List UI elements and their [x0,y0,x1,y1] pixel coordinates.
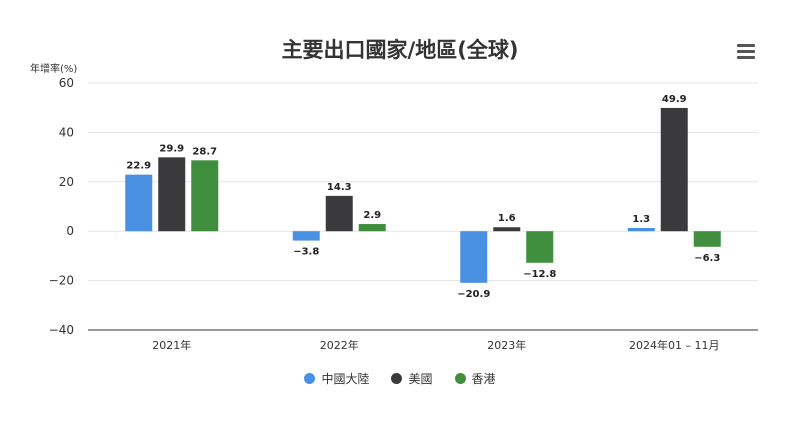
legend-label-usa: 美國 [408,372,433,386]
data-label: 1.6 [498,213,516,224]
bar [358,224,386,232]
data-label: −20.9 [457,289,490,300]
legend-label-china: 中國大陸 [321,372,370,386]
data-label: −12.8 [523,269,556,280]
x-tick-label: 2024年01 – 11月 [629,338,719,352]
data-label: 49.9 [662,94,687,105]
data-label: 22.9 [126,161,151,172]
x-tick-label: 2021年 [152,338,191,352]
y-tick-label: −40 [49,323,74,337]
y-tick-label: 20 [59,175,74,189]
data-label: 1.3 [632,214,650,225]
bar [660,107,688,232]
data-label: −6.3 [694,253,720,264]
y-tick-label: 40 [59,125,74,139]
data-label: 14.3 [327,182,352,193]
y-tick-label: −20 [49,274,74,288]
x-tick-label: 2022年 [320,338,359,352]
data-label: −3.8 [293,247,319,258]
bar [627,227,655,232]
chart-title: 主要出口國家/地區(全球) [281,38,519,62]
data-label: 2.9 [363,210,381,221]
data-label: 28.7 [192,146,217,157]
bar [292,231,320,241]
y-tick-label: 0 [66,224,74,238]
x-tick-label: 2023年 [487,338,526,352]
bar [493,227,521,232]
bar [526,231,554,263]
bar [191,160,219,232]
legend-swatch-china [304,373,316,384]
y-tick-label: 60 [59,76,74,90]
bar [125,174,153,232]
y-axis-label: 年增率(%) [30,64,78,75]
legend-item-china[interactable]: 中國大陸 [304,370,369,387]
bar [693,231,721,247]
legend-item-usa[interactable]: 美國 [391,370,433,387]
bar [460,231,488,283]
legend-label-hongkong: 香港 [471,372,496,386]
bar [158,157,186,232]
legend-swatch-hongkong [454,373,466,384]
legend-item-hongkong[interactable]: 香港 [454,370,496,387]
menu-icon[interactable] [737,44,755,60]
legend: 中國大陸 美國 香港 [0,370,800,387]
data-label: 29.9 [159,143,184,154]
legend-swatch-usa [391,373,403,384]
bar [325,195,353,232]
